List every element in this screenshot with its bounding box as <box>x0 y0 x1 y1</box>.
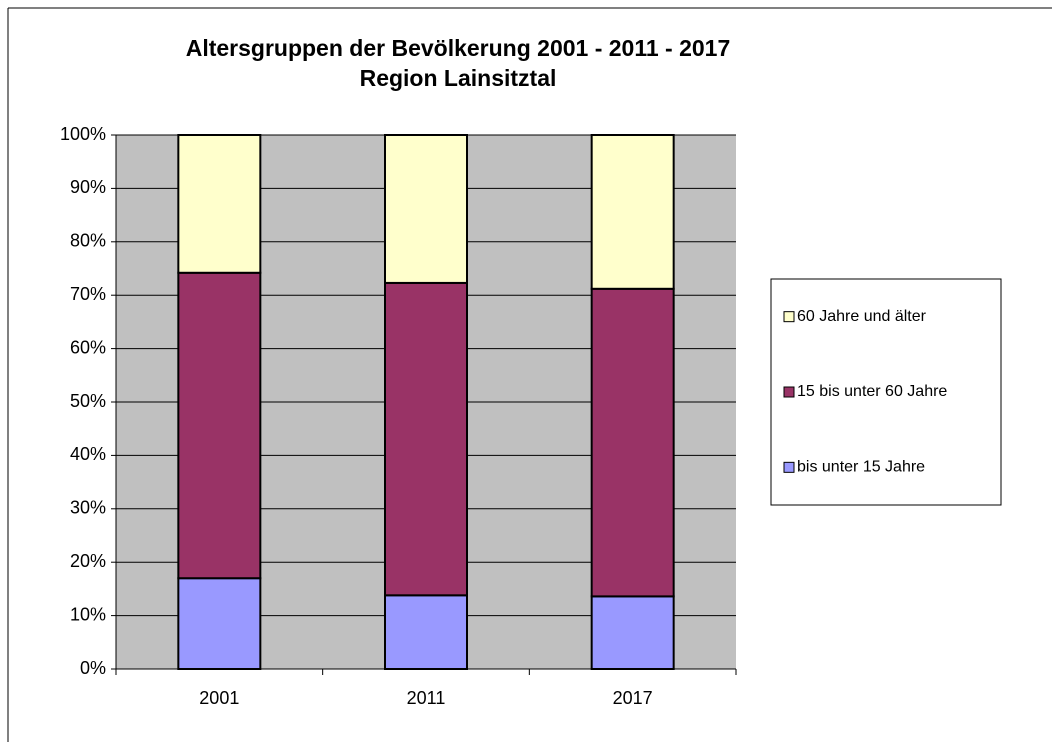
bar-segment <box>590 287 675 598</box>
y-tick-label: 10% <box>70 604 106 624</box>
bar-segment <box>384 134 468 284</box>
y-tick-label: 40% <box>70 444 106 464</box>
legend-swatch <box>783 311 795 323</box>
legend <box>770 278 1002 506</box>
legend-label: 60 Jahre und älter <box>797 308 927 325</box>
y-tick-label: 20% <box>70 551 106 571</box>
y-tick-label: 70% <box>70 284 106 304</box>
y-tick-label: 0% <box>80 658 106 678</box>
y-tick-label: 100% <box>60 124 106 144</box>
x-tick-label: 2017 <box>613 688 653 708</box>
x-tick-label: 2001 <box>199 688 239 708</box>
bar-segment <box>177 577 262 670</box>
x-tick-label: 2011 <box>407 688 446 708</box>
chart-subtitle: Region Lainsitztal <box>360 65 557 91</box>
bar-segment <box>590 134 675 290</box>
y-tick-label: 60% <box>70 337 106 357</box>
y-tick-label: 50% <box>70 391 106 411</box>
legend-swatch <box>783 386 795 398</box>
legend-label: bis unter 15 Jahre <box>797 459 925 476</box>
bar-segment <box>177 271 262 580</box>
y-tick-label: 80% <box>70 231 106 251</box>
legend-swatch <box>783 461 795 473</box>
y-tick-label: 30% <box>70 498 106 518</box>
y-tick-label: 90% <box>70 177 106 197</box>
bar-segment <box>177 134 262 274</box>
legend-label: 15 bis unter 60 Jahre <box>797 383 947 400</box>
bar-segment <box>384 281 468 597</box>
chart-title: Altersgruppen der Bevölkerung 2001 - 201… <box>186 35 731 61</box>
bar-segment <box>590 595 675 670</box>
bar-segment <box>384 594 468 670</box>
